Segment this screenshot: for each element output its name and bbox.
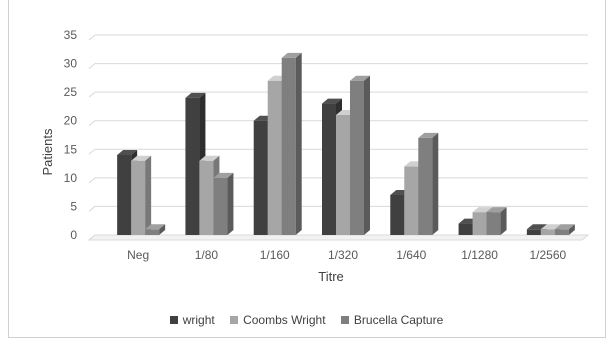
bar [486, 207, 507, 235]
bar-top [486, 207, 507, 213]
bar-front [350, 80, 364, 235]
bar-side [432, 132, 439, 235]
legend-label: Brucella Capture [353, 313, 444, 327]
bar-front [540, 229, 555, 235]
bar-top [199, 155, 220, 161]
bar-front [458, 223, 473, 235]
bar-front [213, 177, 228, 235]
legend-label: wright [182, 313, 215, 327]
bar [350, 75, 370, 235]
legend-swatch [230, 316, 239, 324]
bar-front [199, 160, 214, 235]
bar-front [526, 229, 541, 235]
y-tick-label: 5 [70, 199, 77, 213]
bar-side [568, 224, 575, 235]
chart-floor [87, 234, 590, 241]
bar-top [418, 132, 439, 138]
bar [131, 155, 152, 235]
bar-front [185, 97, 200, 235]
bar-top [213, 172, 234, 178]
x-tick-label: 1/2560 [530, 248, 567, 262]
bar-top [131, 155, 152, 161]
bar-front [253, 120, 268, 235]
bar-top [540, 224, 561, 230]
y-axis-title: Patients [40, 128, 55, 175]
bar-front [131, 160, 146, 235]
y-tick-label: 35 [64, 28, 78, 42]
gridline [88, 120, 588, 127]
bars [117, 52, 575, 235]
bar-top [472, 207, 493, 213]
bar-top [281, 52, 302, 58]
x-tick-label: Neg [127, 248, 149, 262]
x-tick-label: 1/160 [260, 248, 290, 262]
bar-front [117, 155, 132, 235]
bar-front [486, 212, 501, 235]
legend-swatch [169, 316, 178, 324]
bar [213, 172, 234, 235]
bar [145, 224, 166, 235]
x-tick-label: 1/320 [328, 248, 358, 262]
y-tick-label: 30 [64, 57, 78, 71]
y-tick-label: 20 [64, 114, 78, 128]
bar-front [336, 115, 350, 235]
bar-front [418, 137, 433, 235]
y-tick-label: 0 [70, 228, 77, 242]
bar-side [145, 155, 152, 235]
bar-front [281, 57, 296, 235]
bar-top [554, 224, 575, 230]
x-axis-ticks: Neg 1/80 1/160 1/320 1/640 1/1280 1/2560 [127, 248, 566, 262]
bar-side [364, 75, 370, 235]
bar-top [145, 224, 166, 230]
legend-swatch [340, 316, 349, 324]
bar [281, 52, 302, 235]
bar-front [322, 103, 336, 235]
bar-front [267, 80, 282, 235]
y-tick-label: 25 [64, 85, 78, 99]
bar [418, 132, 439, 235]
bar-side [159, 224, 166, 235]
floor-plane [87, 234, 590, 241]
x-tick-label: 1/1280 [461, 248, 498, 262]
legend: wright Coombs Wright Brucella Capture [0, 313, 613, 327]
chart-frame [8, 0, 606, 338]
gridline [88, 34, 588, 41]
legend-item-brucella-capture: Brucella Capture [340, 313, 444, 327]
bar-front [404, 166, 419, 235]
bar-front [554, 229, 569, 235]
bar-top [322, 98, 342, 104]
legend-label: Coombs Wright [243, 313, 326, 327]
x-tick-label: 1/640 [396, 248, 426, 262]
bar-front [145, 229, 160, 235]
legend-item-wright: wright [169, 313, 215, 327]
y-axis-ticks: 0 5 10 15 20 25 30 35 [64, 28, 78, 242]
gridline [88, 91, 588, 98]
bar [554, 224, 575, 235]
x-tick-label: 1/80 [195, 248, 219, 262]
bar-top [185, 92, 206, 98]
bar-top [526, 224, 547, 230]
bar-side [295, 52, 302, 235]
legend-item-coombs-wright: Coombs Wright [230, 313, 326, 327]
x-axis-title: Titre [318, 269, 344, 284]
bar-top [117, 150, 138, 155]
bar-side [227, 172, 234, 235]
y-tick-label: 15 [64, 142, 78, 156]
bar-front [390, 195, 405, 235]
bar-side [500, 207, 507, 235]
bar-top [350, 75, 370, 81]
gridline [88, 63, 588, 69]
y-tick-label: 10 [64, 171, 78, 185]
bar-front [472, 212, 487, 235]
